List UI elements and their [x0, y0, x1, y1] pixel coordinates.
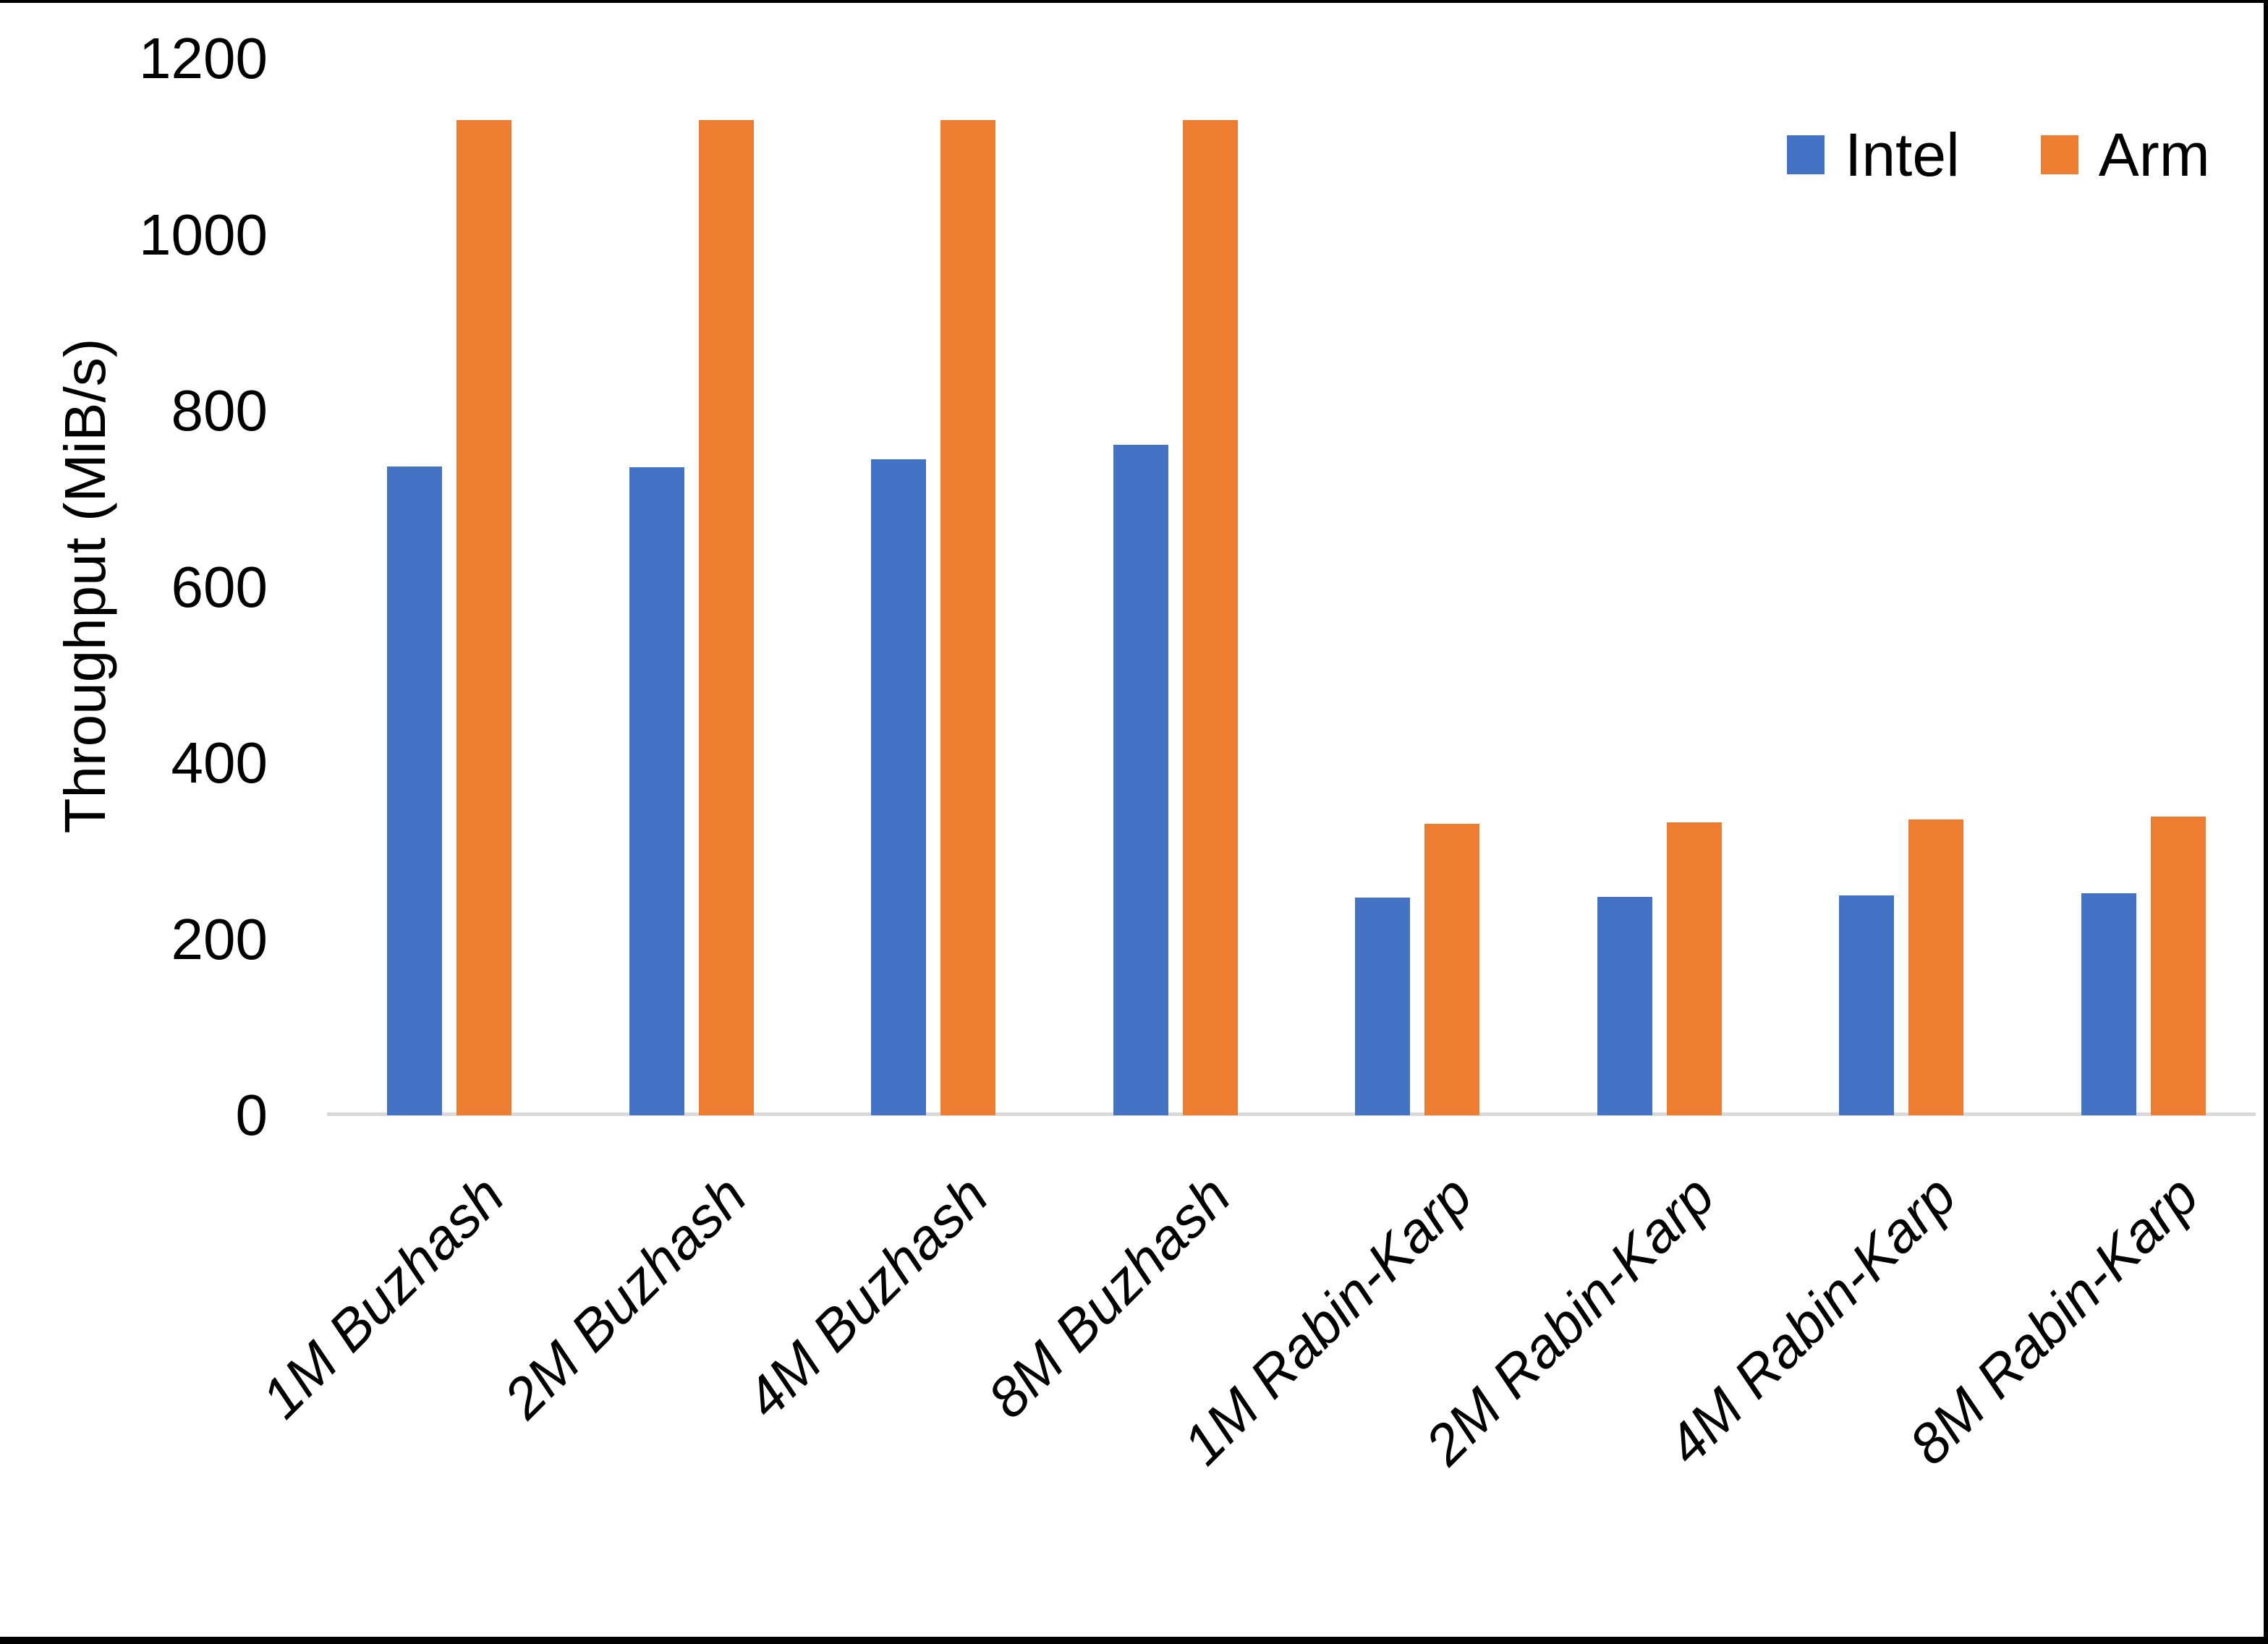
frame-border-right: [2264, 0, 2268, 1644]
bar-intel-4m-rabin-karp: [1839, 895, 1894, 1115]
x-category-label-4m-buzhash: 4M Buzhash: [733, 1163, 1001, 1431]
bar-intel-8m-rabin-karp: [2081, 893, 2136, 1115]
y-tick-label-1200: 1200: [139, 26, 268, 90]
y-tick-label-200: 200: [171, 907, 268, 971]
legend-label-intel: Intel: [1845, 121, 1960, 189]
frame-border-bottom: [0, 1637, 2268, 1644]
bar-intel-4m-buzhash: [871, 459, 926, 1115]
frame-border-top: [0, 0, 2268, 3]
y-tick-label-0: 0: [235, 1083, 268, 1147]
legend-swatch-intel: [1787, 135, 1825, 174]
bar-arm-4m-buzhash: [940, 120, 995, 1115]
bar-arm-2m-buzhash: [699, 120, 754, 1115]
bar-arm-8m-rabin-karp: [2151, 817, 2206, 1115]
bar-arm-2m-rabin-karp: [1667, 822, 1722, 1115]
bar-arm-4m-rabin-karp: [1908, 819, 1963, 1115]
x-axis-baseline: [327, 1112, 2256, 1116]
bar-arm-8m-buzhash: [1183, 120, 1238, 1115]
x-category-label-1m-buzhash: 1M Buzhash: [249, 1163, 517, 1431]
x-category-label-2m-buzhash: 2M Buzhash: [491, 1163, 759, 1431]
legend-swatch-arm: [2040, 135, 2078, 174]
legend: Intel Arm: [1787, 124, 2210, 185]
bar-arm-1m-rabin-karp: [1424, 824, 1479, 1115]
bar-intel-1m-buzhash: [387, 467, 442, 1115]
legend-label-arm: Arm: [2098, 121, 2210, 189]
bar-intel-2m-rabin-karp: [1597, 897, 1652, 1115]
y-tick-label-800: 800: [171, 378, 268, 443]
x-category-label-8m-buzhash: 8M Buzhash: [975, 1163, 1243, 1431]
bar-intel-2m-buzhash: [629, 467, 684, 1115]
bar-intel-8m-buzhash: [1113, 445, 1168, 1115]
bar-arm-1m-buzhash: [456, 120, 511, 1115]
bar-intel-1m-rabin-karp: [1355, 898, 1410, 1115]
y-tick-label-1000: 1000: [139, 203, 268, 267]
y-tick-label-400: 400: [171, 731, 268, 795]
y-tick-label-600: 600: [171, 555, 268, 619]
